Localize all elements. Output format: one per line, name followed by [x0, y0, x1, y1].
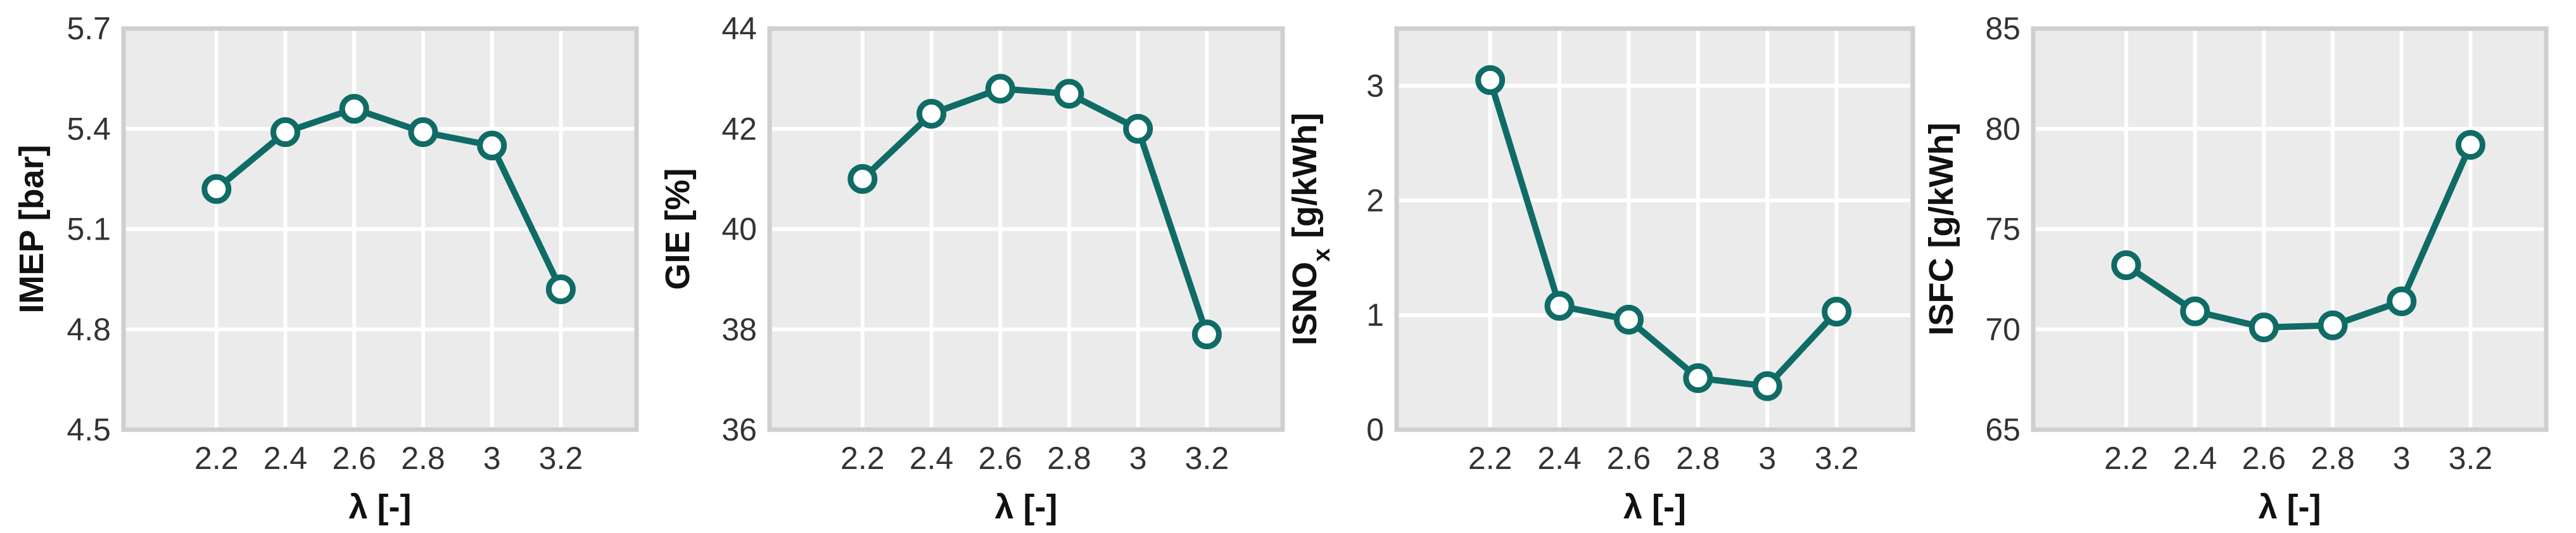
y-tick-label: 5.7 — [67, 11, 111, 46]
data-point — [2111, 250, 2141, 280]
data-point — [917, 99, 947, 129]
y-tick-label: 38 — [721, 312, 757, 347]
data-point — [2387, 286, 2417, 316]
gridlines — [126, 31, 634, 427]
plot-area — [1394, 26, 1915, 432]
chart-panel-3: 2.2 2.4 2.6 2.8 3 3.2 0 1 2 3 λ [-] ISNOx [g/kWh] — [1286, 26, 1915, 526]
data-point — [1752, 371, 1782, 401]
data-point — [1613, 304, 1644, 335]
x-tick-label: 3 — [2393, 440, 2411, 476]
x-tick-label: 3.2 — [1815, 440, 1859, 476]
y-tick-label: 5.1 — [67, 212, 111, 247]
data-point — [1822, 297, 1852, 327]
x-tick-label: 2.6 — [2242, 440, 2286, 476]
x-tick-label: 2.4 — [1537, 440, 1582, 476]
y-axis-label: ISNOx [g/kWh] — [1286, 113, 1335, 345]
series-line — [859, 86, 1210, 338]
y-tick-label: 42 — [721, 111, 757, 146]
y-tick-label: 85 — [1985, 11, 2021, 46]
y-tick-label: 1 — [1366, 297, 1384, 333]
data-point — [1544, 291, 1575, 321]
x-tick-label: 3 — [1129, 440, 1147, 476]
y-tick-label: 80 — [1985, 111, 2021, 146]
x-tick-label: 3.2 — [1185, 440, 1229, 476]
y-axis-label-main: ISNO — [1286, 262, 1324, 345]
data-point — [270, 117, 301, 148]
x-tick-label: 3 — [483, 440, 501, 476]
x-tick-label: 3.2 — [539, 440, 583, 476]
x-tick-label: 2.8 — [2311, 440, 2355, 476]
data-point — [201, 174, 232, 204]
data-point — [1054, 79, 1084, 109]
y-tick-label: 3 — [1366, 68, 1384, 103]
x-tick-label: 2.6 — [1607, 440, 1651, 476]
data-point — [1683, 363, 1713, 394]
x-axis-label: λ [-] — [1623, 488, 1686, 526]
y-axis-label-unit: [g/kWh] — [1286, 113, 1324, 238]
x-tick-label: 2.4 — [910, 440, 954, 476]
data-point — [2455, 130, 2485, 160]
data-point — [847, 164, 878, 194]
y-tick-label: 5.4 — [67, 111, 111, 146]
y-tick-label: 2 — [1366, 183, 1384, 218]
chart-panel-2: 2.2 2.4 2.6 2.8 3 3.2 36 38 40 42 44 λ [-] GIE [%] — [659, 11, 1285, 526]
x-tick-label: 2.6 — [332, 440, 376, 476]
data-point — [2318, 310, 2348, 340]
chart-panel-4: 2.2 2.4 2.6 2.8 3 3.2 65 70 75 80 85 λ [-] ISFC [g/k… — [1922, 11, 2549, 526]
y-tick-label: 65 — [1985, 412, 2021, 447]
x-tick-label: 2.2 — [194, 440, 239, 476]
x-tick-label: 3 — [1758, 440, 1776, 476]
y-tick-label: 44 — [721, 11, 757, 46]
x-axis-label: λ [-] — [349, 488, 412, 526]
y-tick-label: 0 — [1366, 412, 1384, 447]
data-point — [2180, 296, 2211, 326]
x-tick-label: 2.4 — [263, 440, 308, 476]
x-tick-label: 2.8 — [1047, 440, 1091, 476]
data-point — [985, 74, 1015, 104]
y-tick-label: 4.5 — [67, 412, 111, 447]
x-tick-label: 2.4 — [2173, 440, 2218, 476]
data-point — [2249, 312, 2279, 343]
x-axis-label: λ [-] — [2259, 488, 2321, 526]
y-tick-label: 4.8 — [67, 312, 111, 347]
y-axis-label: ISFC [g/kWh] — [1922, 123, 1960, 336]
x-tick-label: 2.2 — [2104, 440, 2148, 476]
x-tick-label: 2.8 — [1676, 440, 1720, 476]
y-tick-label: 40 — [721, 212, 757, 247]
x-axis-label: λ [-] — [995, 488, 1058, 526]
data-point — [1475, 65, 1506, 95]
x-tick-label: 2.6 — [978, 440, 1022, 476]
series-line — [1487, 77, 1840, 390]
data-point — [545, 274, 576, 304]
x-tick-label: 3.2 — [2449, 440, 2493, 476]
y-tick-label: 36 — [721, 412, 757, 447]
x-tick-label: 2.8 — [401, 440, 445, 476]
y-axis-label: IMEP [bar] — [13, 144, 51, 313]
data-point — [477, 131, 507, 161]
data-point — [1191, 319, 1222, 350]
data-point — [339, 94, 369, 124]
y-tick-label: 70 — [1985, 312, 2021, 347]
y-tick-label: 75 — [1985, 212, 2021, 247]
data-point — [408, 117, 438, 148]
y-axis-label-subscript: x — [1309, 248, 1335, 262]
y-axis-label: GIE [%] — [659, 168, 697, 290]
data-point — [1123, 113, 1153, 144]
x-tick-label: 2.2 — [841, 440, 885, 476]
x-tick-label: 2.2 — [1468, 440, 1513, 476]
chart-panel-1: 2.2 2.4 2.6 2.8 3 3.2 4.5 4.8 5.1 5.4 5.7 λ [-] IMEP… — [13, 11, 639, 526]
